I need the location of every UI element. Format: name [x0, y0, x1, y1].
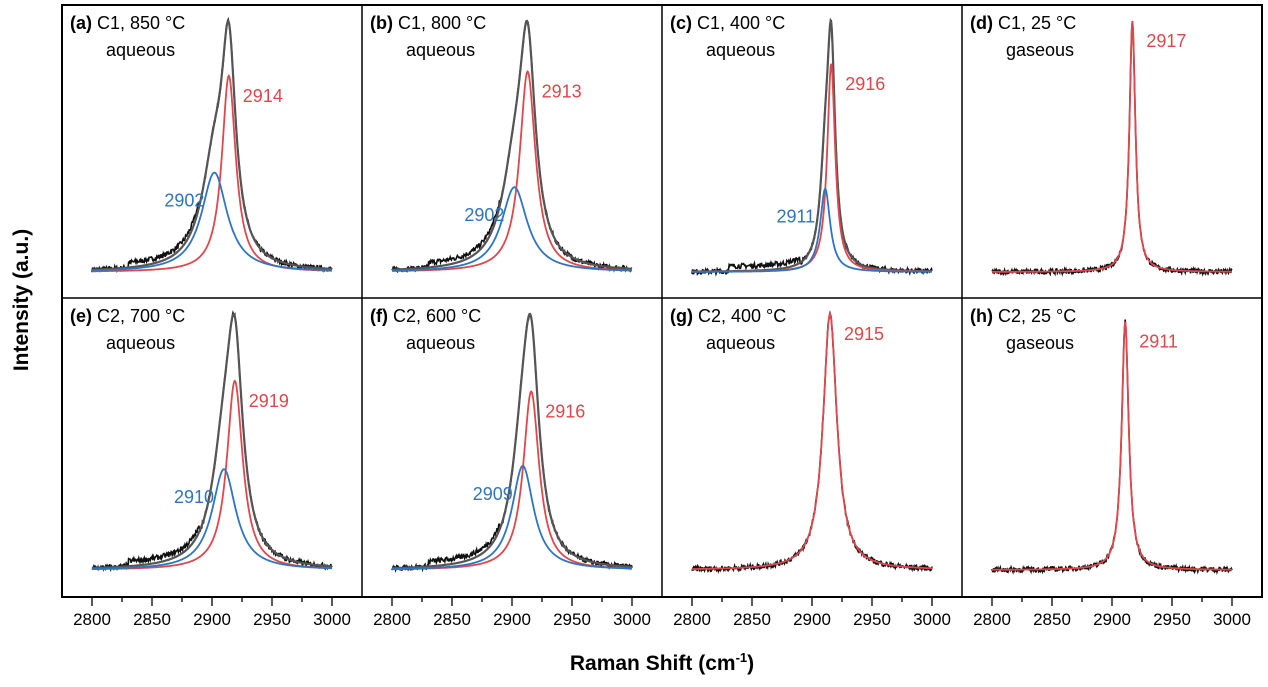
peak-label: 2910 [174, 487, 214, 507]
blue-component-curve [391, 464, 632, 570]
peak-label: 2909 [473, 484, 513, 504]
panel-g: 2915 (g) C2, 400 °C aqueous [670, 306, 933, 574]
fit-sum-curve [392, 19, 633, 271]
measured-spectrum [991, 319, 1233, 575]
panel-subtitle: aqueous [406, 40, 475, 60]
x-tick-label: 2950 [1153, 610, 1191, 629]
x-tick-label: 2800 [73, 610, 111, 629]
panel-title: (a) C1, 850 °C [70, 13, 185, 33]
x-tick-label: 2900 [493, 610, 531, 629]
x-tick-label: 2950 [553, 610, 591, 629]
panel-c: 2916 2911 (c) C1, 400 °C aqueous [670, 13, 933, 277]
x-tick-label: 2900 [193, 610, 231, 629]
panel-d: 2917 (d) C1, 25 °C gaseous [970, 13, 1233, 277]
fit-sum-curve [92, 18, 332, 271]
red-component-curve [692, 63, 932, 273]
panel-subtitle: gaseous [1006, 40, 1074, 60]
panel-subtitle: aqueous [106, 333, 175, 353]
peak-label: 2919 [249, 391, 289, 411]
red-component-curve [992, 321, 1232, 571]
panel-subtitle: aqueous [106, 40, 175, 60]
x-tick-label: 2800 [373, 610, 411, 629]
blue-component-curve [92, 468, 332, 570]
panel-f: 2916 2909 (f) C2, 600 °C aqueous [370, 306, 633, 573]
x-tick-label: 3000 [613, 610, 651, 629]
x-tick-label: 2850 [1033, 610, 1071, 629]
peak-label: 2911 [1139, 332, 1178, 352]
panel-title: (h) C2, 25 °C [970, 306, 1076, 326]
panel-subtitle: aqueous [706, 40, 775, 60]
peak-label: 2917 [1146, 31, 1186, 51]
x-tick-label: 2850 [133, 610, 171, 629]
panel-subtitle: gaseous [1006, 333, 1074, 353]
peak-label: 2902 [464, 205, 504, 225]
panel-b: 2913 2902 (b) C1, 800 °C aqueous [370, 13, 633, 274]
peak-label: 2911 [776, 207, 815, 227]
peak-label: 2915 [844, 324, 884, 344]
x-tick-label: 2900 [793, 610, 831, 629]
x-tick-label: 2850 [433, 610, 471, 629]
panel-title: (d) C1, 25 °C [970, 13, 1076, 33]
red-component-curve [992, 20, 1232, 273]
x-tick-label: 2950 [853, 610, 891, 629]
red-component-curve [392, 70, 632, 272]
peak-label: 2902 [164, 191, 204, 211]
peak-label: 2913 [542, 82, 582, 102]
panel-a: 2914 2902 (a) C1, 850 °C aqueous [70, 13, 333, 274]
panel-title: (b) C1, 800 °C [370, 13, 486, 33]
panel-subtitle: aqueous [406, 333, 475, 353]
x-tick-label: 2800 [973, 610, 1011, 629]
panel-title: (e) C2, 700 °C [70, 306, 185, 326]
peak-label: 2916 [845, 74, 885, 94]
x-tick-label: 2950 [253, 610, 291, 629]
panel-title: (c) C1, 400 °C [670, 13, 785, 33]
panel-title: (g) C2, 400 °C [670, 306, 786, 326]
y-axis-label: Intensity (a.u.) [10, 229, 33, 371]
fit-sum-curve [392, 312, 632, 570]
fit-sum-curve [91, 312, 332, 570]
x-tick-label: 3000 [1213, 610, 1251, 629]
panel-subtitle: aqueous [706, 333, 775, 353]
panel-h: 2911 (h) C2, 25 °C gaseous [970, 306, 1233, 575]
x-tick-label: 2900 [1093, 610, 1131, 629]
x-tick-label: 3000 [313, 610, 351, 629]
x-tick-label: 3000 [913, 610, 951, 629]
blue-component-curve [92, 171, 332, 272]
blue-component-curve [392, 186, 632, 272]
red-component-curve [691, 311, 932, 570]
x-tick-label: 2800 [673, 610, 711, 629]
peak-label: 2914 [243, 86, 283, 106]
panel-e: 2919 2910 (e) C2, 700 °C aqueous [70, 306, 333, 573]
peak-label: 2916 [545, 402, 585, 422]
x-axis-label: Raman Shift (cm-1) [570, 650, 754, 675]
red-component-curve [391, 390, 632, 571]
blue-component-curve [692, 187, 932, 273]
panel-title: (f) C2, 600 °C [370, 306, 481, 326]
x-tick-label: 2850 [733, 610, 771, 629]
